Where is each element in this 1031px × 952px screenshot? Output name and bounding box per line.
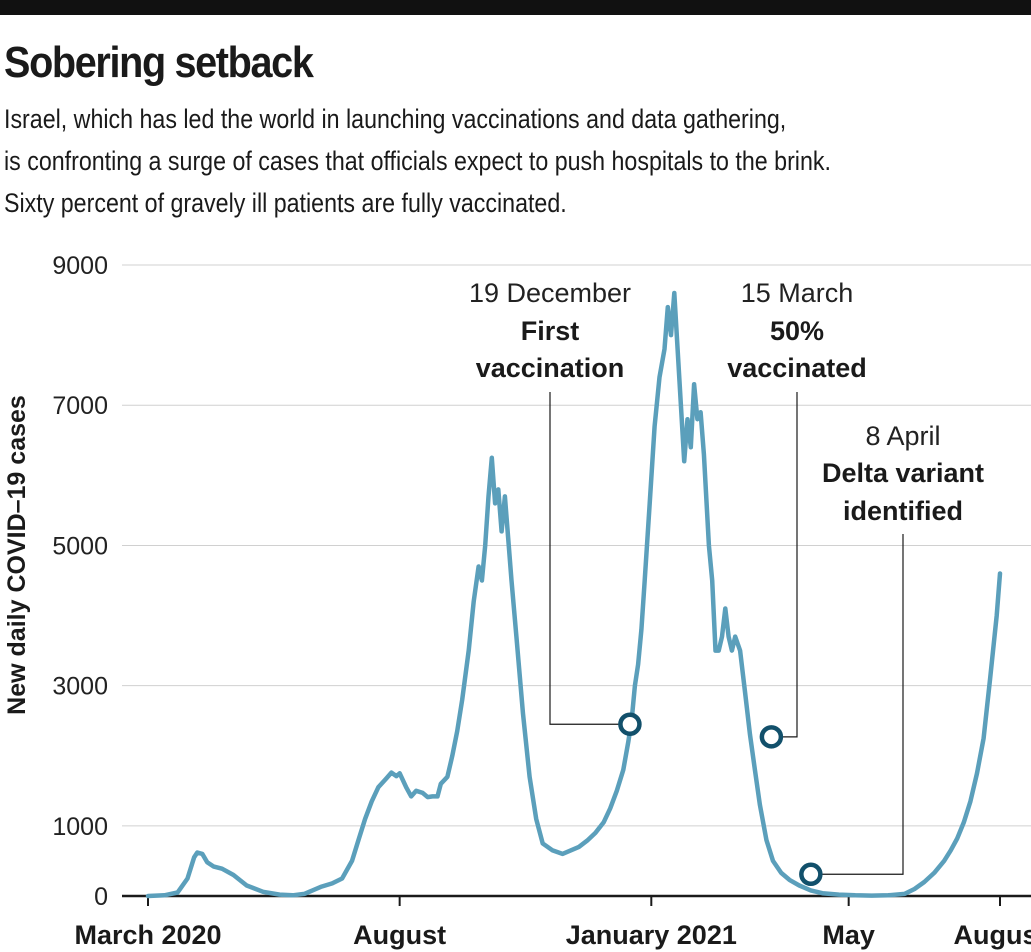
annotation-leader-2 [771,392,798,738]
x-tick-label-3: January 2021 [566,920,737,950]
annotation-date-3: 8 April [865,421,940,451]
annotation-label-2-2: vaccinated [727,353,867,383]
y-tick-label-3000: 3000 [52,673,108,701]
annotation-date-2: 15 March [741,278,854,308]
annotation-date-1: 19 December [469,278,631,308]
annotation-marker-1 [618,712,642,736]
y-axis-label: New daily COVID–19 cases [3,395,31,715]
subtitle-line-3: Sixty percent of gravely ill patients ar… [4,188,567,218]
chart-subtitle: Israel, which has led the world in launc… [4,98,831,224]
x-tick-label-1: March 2020 [74,920,221,950]
annotation-markers [618,712,823,887]
x-tick-label-4: May [822,920,875,950]
gridlines [122,264,1031,827]
x-tick-label-2: August [353,920,446,950]
annotation-label-3-1: Delta variant [822,458,984,488]
annotation-label-2-1: 50% [770,316,824,346]
y-tick-label-9000: 9000 [52,252,108,280]
series-line-1 [145,290,1003,899]
annotation-leader-1 [549,392,630,725]
annotation-label-1-2: vaccination [476,353,625,383]
y-axis-ticks: 0 1000 3000 5000 7000 9000 [52,252,108,911]
annotation-label-1-1: First [521,316,580,346]
annotation-marker-3 [799,862,823,887]
annotation-labels: 19 December First vaccination 15 March 50% va… [469,278,984,526]
y-tick-label-7000: 7000 [52,392,108,420]
subtitle-line-1: Israel, which has led the world in launc… [4,104,787,134]
y-tick-label-1000: 1000 [52,813,108,841]
top-rule [0,0,1031,15]
annotation-leader-3 [810,534,904,875]
annotation-marker-2 [759,725,784,749]
x-axis: March 2020 August January 2021 May August [74,894,1031,950]
annotation-label-3-2: identified [843,496,963,526]
x-tick-label-5: August [954,920,1031,950]
series-layer [145,290,1003,899]
subtitle-line-2: is confronting a surge of cases that off… [4,146,831,176]
y-tick-label-5000: 5000 [52,532,108,560]
chart-title: Sobering setback [4,38,314,87]
y-tick-label-0: 0 [94,883,108,911]
